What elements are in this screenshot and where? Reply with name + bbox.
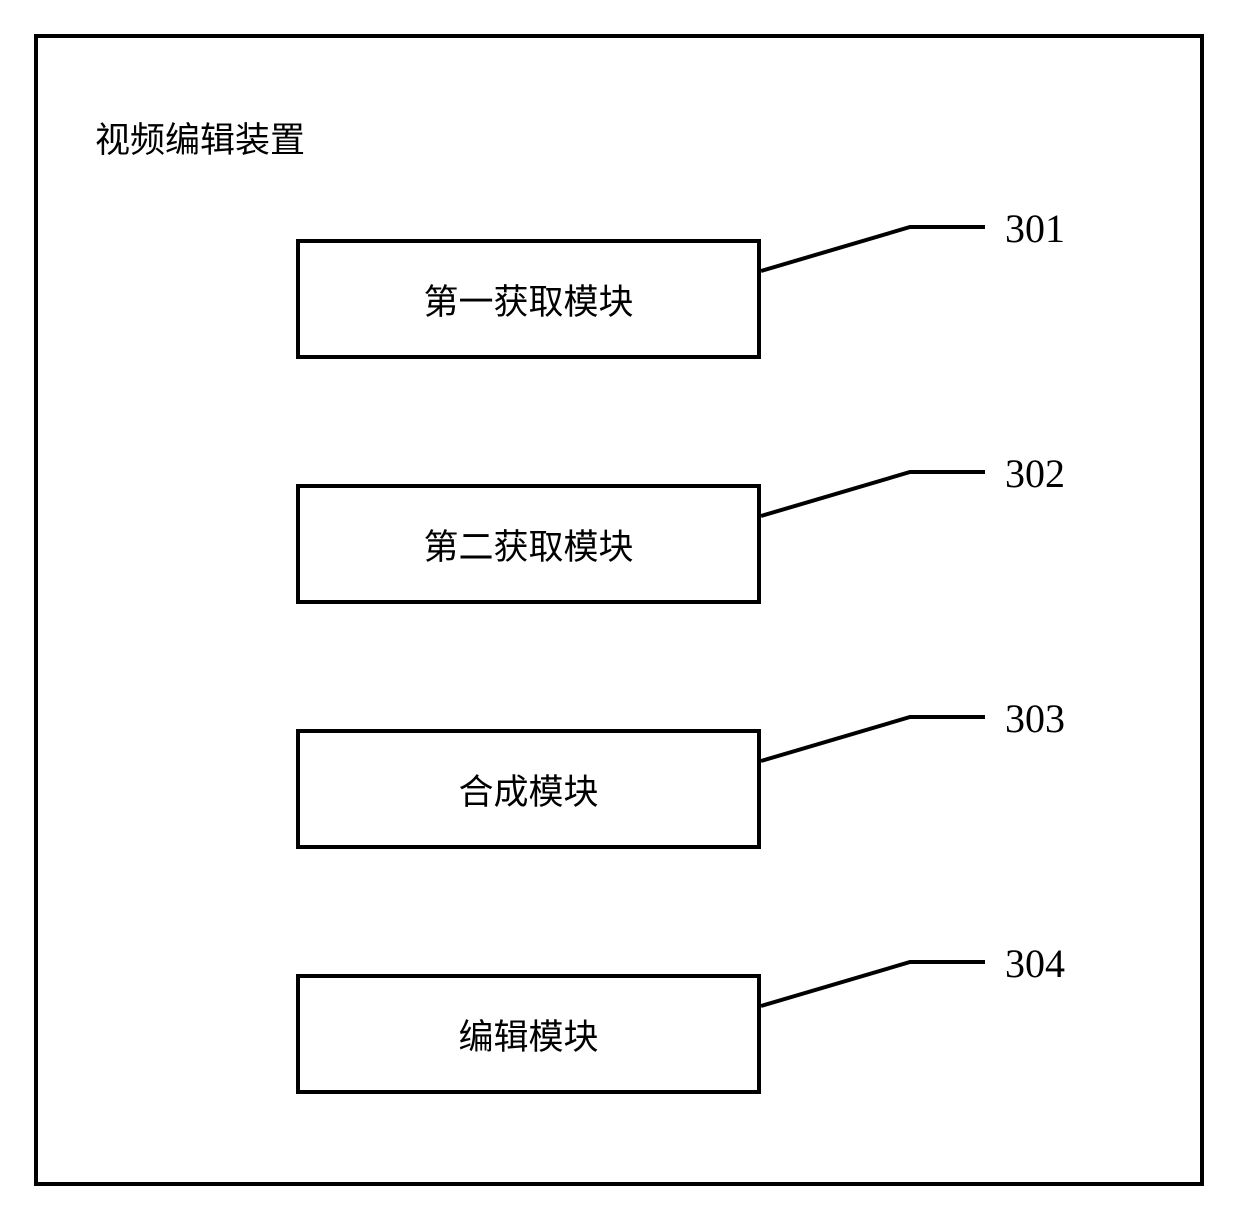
callout-label-304: 304 [1005,940,1065,987]
callout-label-303: 303 [1005,695,1065,742]
module-box-304: 编辑模块 [296,974,761,1094]
callout-label-301: 301 [1005,205,1065,252]
callout-label-302: 302 [1005,450,1065,497]
module-box-label: 编辑模块 [458,1009,598,1060]
diagram-title: 视频编辑装置 [95,112,305,163]
module-box-302: 第二获取模块 [296,484,761,604]
module-box-label: 第一获取模块 [423,274,633,325]
module-box-label: 第二获取模块 [423,519,633,570]
module-box-303: 合成模块 [296,729,761,849]
module-box-label: 合成模块 [458,764,598,815]
module-box-301: 第一获取模块 [296,239,761,359]
